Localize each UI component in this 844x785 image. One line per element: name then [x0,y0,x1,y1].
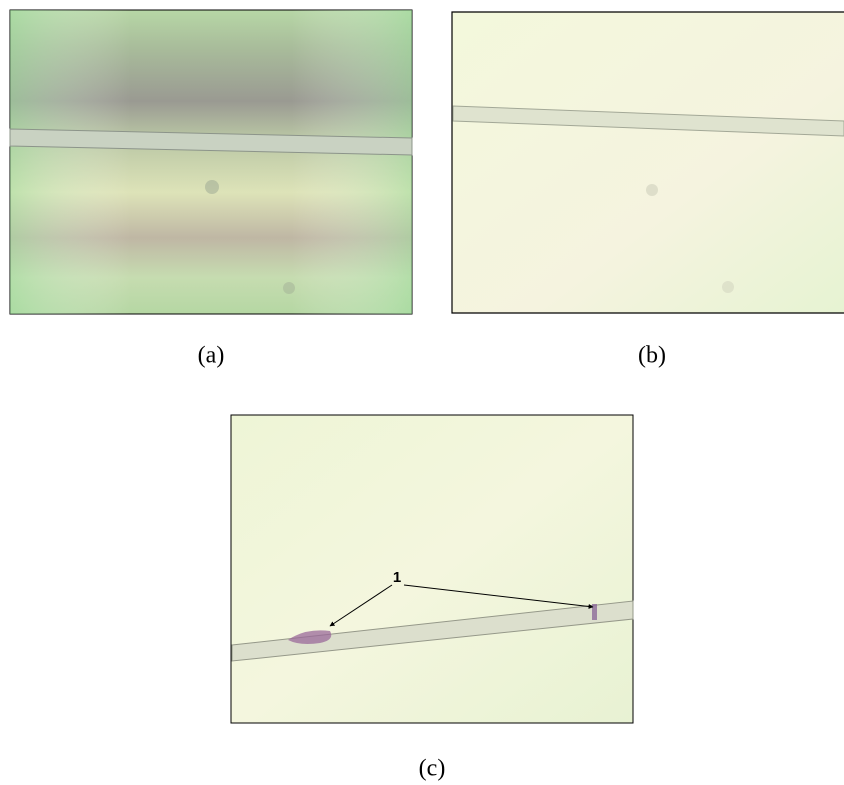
panel-label: (b) [638,343,666,369]
micrograph-tint [10,10,412,314]
panel-label: (a) [198,343,225,369]
speck [646,184,658,196]
panel-label: (c) [419,756,446,782]
panel-a: (a) [9,9,413,369]
fiber [9,128,413,156]
annotation-arrow [403,584,594,609]
speck [205,180,219,194]
panel-c: 1 (c) [230,414,634,782]
annotation-arrow [329,584,393,627]
fiber [231,600,634,662]
annotation: 1 [393,569,401,586]
defect [592,604,597,620]
panel-b: (b) [451,11,844,369]
frame [451,11,844,314]
defect [288,630,332,644]
micrograph [452,12,844,313]
fiber [452,105,844,137]
micrograph [230,414,634,724]
speck [722,281,734,293]
speck [283,282,295,294]
